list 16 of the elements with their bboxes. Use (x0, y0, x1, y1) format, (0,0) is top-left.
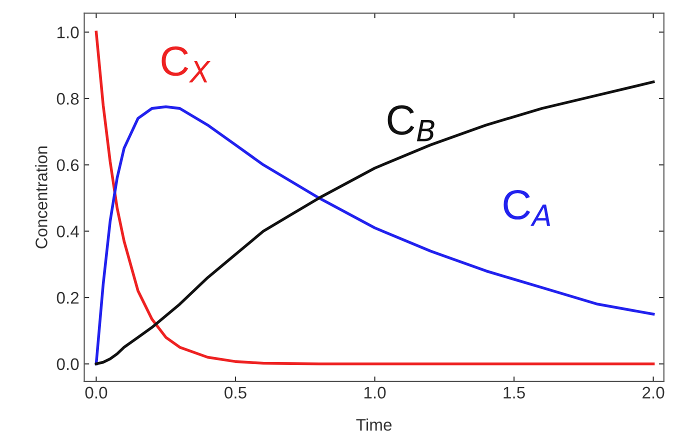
y-tick-label: 0.6 (56, 159, 79, 172)
y-tick-label: 1.0 (57, 26, 79, 38)
x-tick-label: 1.0 (364, 386, 386, 399)
y-tick-label: 0.0 (56, 358, 79, 370)
y-axis-title: Concentration (35, 146, 48, 248)
y-tick-label: 0.2 (56, 292, 79, 304)
x-tick-label: 0.0 (85, 386, 108, 399)
x-axis-title: Time (356, 418, 392, 431)
x-tick-label: 0.5 (224, 386, 246, 399)
x-tick-label: 2.0 (642, 386, 664, 399)
series-label: C$_{B}$ (388, 105, 434, 142)
x-tick-label: 1.5 (504, 386, 525, 399)
y-tick-label: 0.4 (56, 226, 79, 238)
series-label: C$_{X}$ (162, 46, 211, 82)
y-tick-label: 0.8 (56, 92, 79, 105)
series-label: C$_{A}$ (504, 190, 550, 226)
